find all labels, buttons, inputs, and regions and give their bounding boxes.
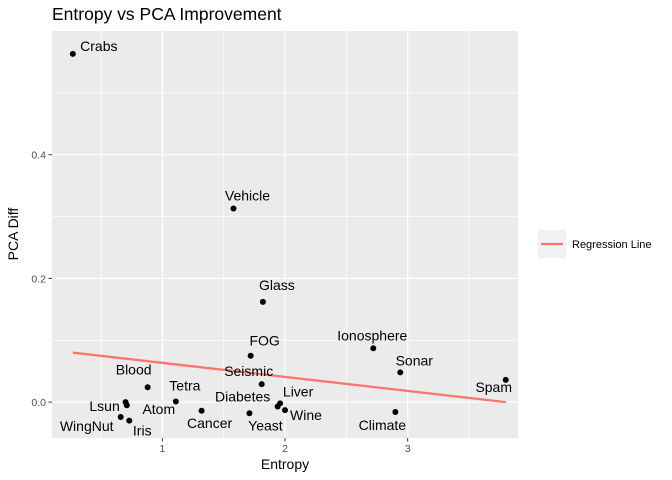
- y-tick-label: 0.4: [31, 150, 46, 162]
- x-tick-label: 1: [159, 443, 165, 455]
- legend-label: Regression Line: [572, 239, 652, 251]
- point-label: Tetra: [169, 378, 200, 394]
- data-point: [502, 376, 509, 383]
- point-label: Climate: [359, 417, 407, 433]
- point-label: Cancer: [187, 415, 232, 431]
- y-axis-title: PCA Diff: [5, 208, 21, 261]
- data-point: [123, 402, 130, 409]
- y-tick-label: 0.0: [31, 397, 46, 409]
- y-tick-label: 0.2: [31, 273, 46, 285]
- data-point: [259, 298, 266, 305]
- point-label: Iris: [133, 423, 152, 439]
- point-label: Blood: [116, 361, 152, 377]
- legend: Regression Line: [538, 230, 652, 258]
- points-layer: [69, 50, 509, 424]
- point-label: Lsun: [89, 398, 119, 414]
- data-point: [198, 407, 205, 414]
- data-point: [247, 352, 254, 359]
- point-label: Seismic: [224, 363, 273, 379]
- data-point: [172, 398, 179, 405]
- point-label: Ionosphere: [337, 327, 407, 343]
- x-axis-title: Entropy: [261, 456, 309, 472]
- data-point: [69, 50, 76, 57]
- point-label: Yeast: [248, 417, 283, 433]
- data-point: [397, 369, 404, 376]
- data-point: [282, 407, 288, 414]
- regression-line: [72, 351, 506, 404]
- data-point: [117, 413, 124, 420]
- data-point: [277, 400, 284, 407]
- chart-title: Entropy vs PCA Improvement: [52, 4, 282, 24]
- point-label: Glass: [259, 277, 295, 293]
- point-label: Atom: [142, 401, 175, 417]
- point-label: Diabetes: [215, 388, 270, 404]
- point-labels-layer: Crabs Vehicle Glass FOG Ionosphere Sonar Spam B…: [60, 38, 512, 439]
- data-point: [392, 409, 399, 416]
- data-point: [144, 384, 151, 391]
- point-label: Crabs: [80, 38, 117, 54]
- x-tick-label: 2: [282, 443, 288, 455]
- point-label: Wine: [290, 407, 322, 423]
- x-tick-label: 3: [405, 443, 411, 455]
- point-label: FOG: [249, 333, 279, 349]
- point-label: Sonar: [396, 352, 434, 368]
- y-axis: 0.0 0.2 0.4: [31, 150, 52, 409]
- point-label: Spam: [475, 379, 512, 395]
- grid-major: [52, 31, 518, 438]
- data-point: [246, 410, 253, 417]
- point-label: WingNut: [60, 418, 114, 434]
- data-point: [126, 417, 133, 424]
- data-point: [258, 381, 265, 388]
- point-label: Liver: [283, 383, 314, 399]
- data-point: [230, 205, 237, 212]
- data-point: [370, 345, 377, 352]
- point-label: Vehicle: [225, 188, 270, 204]
- x-axis: 1 2 3: [159, 438, 411, 455]
- regression-line-layer: [72, 351, 506, 404]
